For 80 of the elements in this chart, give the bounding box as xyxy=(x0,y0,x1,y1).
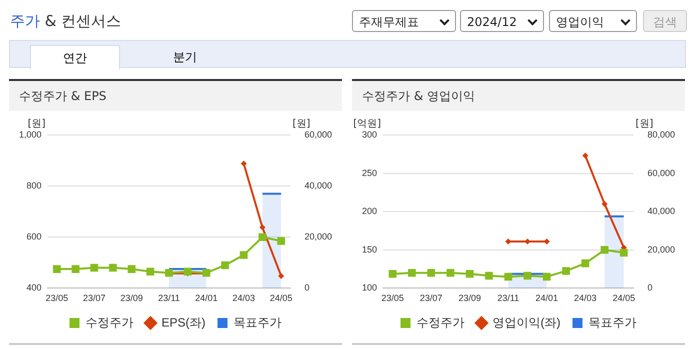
point xyxy=(427,268,436,277)
y-tick-label: 200 xyxy=(362,206,378,216)
legend-label: 수정주가 xyxy=(86,315,134,330)
text: 주재무제표 xyxy=(359,15,419,29)
point xyxy=(602,200,608,207)
x-tick-label: 24/01 xyxy=(536,293,558,304)
y2-tick-label: 20,000 xyxy=(304,232,332,242)
y-tick-label: 400 xyxy=(26,282,42,293)
y2-axis-title: [원] xyxy=(635,118,654,130)
x-tick-label: 23/09 xyxy=(458,293,481,304)
point xyxy=(466,270,474,278)
y-tick-label: 150 xyxy=(362,244,378,254)
point xyxy=(388,270,397,278)
y-tick-label: 600 xyxy=(26,232,42,242)
point xyxy=(278,272,284,279)
point xyxy=(600,246,608,254)
point xyxy=(240,160,247,167)
y2-tick-label: 80,000 xyxy=(647,129,676,140)
x-tick-label: 24/03 xyxy=(574,293,597,304)
legend-label: 영업이익(좌) xyxy=(492,315,561,330)
x-tick-label: 24/01 xyxy=(195,293,218,304)
y2-tick-label: 60,000 xyxy=(647,168,676,178)
point xyxy=(582,152,588,159)
point xyxy=(184,268,192,276)
y-tick-label: 250 xyxy=(362,168,378,178)
y2-axis-title: [원] xyxy=(292,118,310,130)
y-tick-label: 1,000 xyxy=(18,129,42,140)
point xyxy=(221,261,229,270)
x-tick-label: 23/05 xyxy=(381,293,404,304)
text: 주가 & 컨센서스 xyxy=(10,12,122,31)
chart-title: 수정주가 & 영업이익 xyxy=(352,81,685,111)
point xyxy=(258,233,266,242)
point xyxy=(581,259,590,268)
point xyxy=(562,267,570,275)
y-axis-title: [원] xyxy=(28,118,46,130)
x-tick-label: 23/07 xyxy=(420,293,442,304)
legend-label: 수정주가 xyxy=(416,315,465,330)
text: 검색 xyxy=(643,10,687,32)
point xyxy=(620,248,628,257)
text: 영업이익 xyxy=(556,15,604,29)
x-tick-label: 23/11 xyxy=(497,293,520,304)
x-tick-label: 23/07 xyxy=(82,293,106,304)
x-tick-label: 24/05 xyxy=(612,293,636,304)
point xyxy=(146,268,154,276)
point xyxy=(240,251,248,259)
point xyxy=(485,272,493,280)
point xyxy=(408,268,416,277)
x-tick-label: 23/05 xyxy=(46,293,68,304)
point xyxy=(128,265,136,273)
y2-tick-label: 40,000 xyxy=(647,206,676,216)
legend-label: 목표주가 xyxy=(234,315,282,330)
point xyxy=(52,265,61,273)
chart-title: 수정주가 & EPS xyxy=(9,81,342,111)
x-tick-label: 24/05 xyxy=(270,293,292,304)
y-axis-title: [억원] xyxy=(353,118,382,130)
text: 2024/12 xyxy=(467,15,517,29)
y2-tick-label: 40,000 xyxy=(304,180,332,191)
point xyxy=(90,264,98,272)
x-tick-label: 24/03 xyxy=(232,293,256,304)
y2-tick-label: 60,000 xyxy=(304,129,332,140)
legend-label: 목표주가 xyxy=(588,315,636,330)
point xyxy=(277,237,286,245)
y-tick-label: 300 xyxy=(362,129,378,140)
legend-label: EPS(좌) xyxy=(162,315,206,330)
y-tick-label: 100 xyxy=(362,282,378,293)
x-tick-label: 23/11 xyxy=(158,293,180,304)
point xyxy=(72,265,80,273)
point xyxy=(524,272,532,280)
y2-tick-label: 20,000 xyxy=(647,244,676,254)
y2-tick-label: 0 xyxy=(304,282,310,293)
point xyxy=(504,272,512,281)
point xyxy=(109,264,117,272)
text: 연간 xyxy=(30,45,120,69)
text: 분기 xyxy=(172,49,198,66)
point xyxy=(259,224,266,230)
x-tick-label: 23/09 xyxy=(120,293,143,304)
point xyxy=(446,268,454,277)
y-tick-label: 800 xyxy=(26,180,42,191)
point xyxy=(542,272,551,281)
y2-tick-label: 0 xyxy=(647,282,652,293)
